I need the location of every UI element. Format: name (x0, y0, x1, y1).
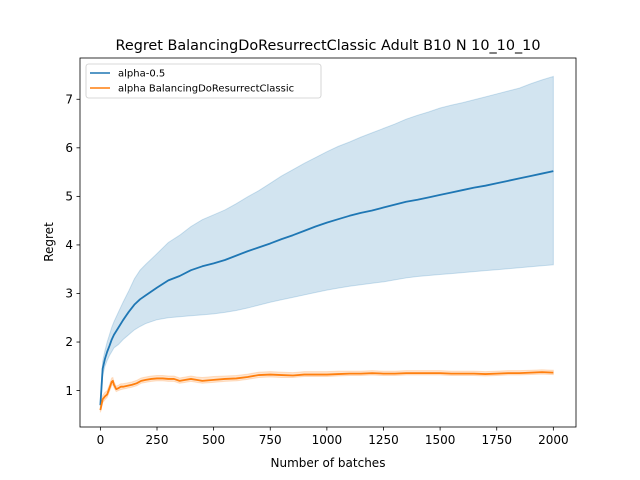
x-tick-label: 1000 (312, 433, 343, 447)
x-tick-label: 1250 (368, 433, 399, 447)
y-tick-label: 4 (65, 238, 73, 252)
x-tick-label: 250 (146, 433, 169, 447)
legend-label-alpha-0-5: alpha-0.5 (118, 69, 165, 80)
y-tick-label: 6 (65, 141, 73, 155)
y-tick-label: 7 (65, 92, 73, 106)
series-1-line (99, 170, 554, 406)
legend: alpha-0.5 alpha BalancingDoResurrectClas… (85, 63, 322, 99)
x-tick-label: 0 (97, 433, 105, 447)
series-lines (99, 170, 554, 411)
series-1-confidence-band (99, 75, 554, 411)
y-axis-ticks: 1 2 3 4 5 6 7 (65, 92, 80, 398)
series-2-line (99, 371, 554, 411)
y-tick-label: 3 (65, 287, 73, 301)
legend-label-alpha-balancing: alpha BalancingDoResurrectClassic (118, 84, 294, 95)
legend-box (85, 63, 322, 99)
y-tick-label: 5 (65, 190, 73, 204)
y-axis-label: Regret (42, 222, 56, 262)
x-axis-ticks: 0 250 500 750 1000 1250 1500 1750 2000 (97, 427, 569, 447)
plot-frame (79, 57, 577, 428)
x-tick-label: 2000 (538, 433, 569, 447)
y-tick-label: 2 (65, 335, 73, 349)
x-tick-label: 750 (259, 433, 282, 447)
x-tick-label: 500 (202, 433, 225, 447)
x-tick-label: 1500 (425, 433, 456, 447)
chart-title: Regret BalancingDoResurrectClassic Adult… (115, 38, 540, 54)
x-tick-label: 1750 (481, 433, 512, 447)
x-axis-label: Number of batches (271, 456, 386, 470)
y-tick-label: 1 (65, 384, 73, 398)
